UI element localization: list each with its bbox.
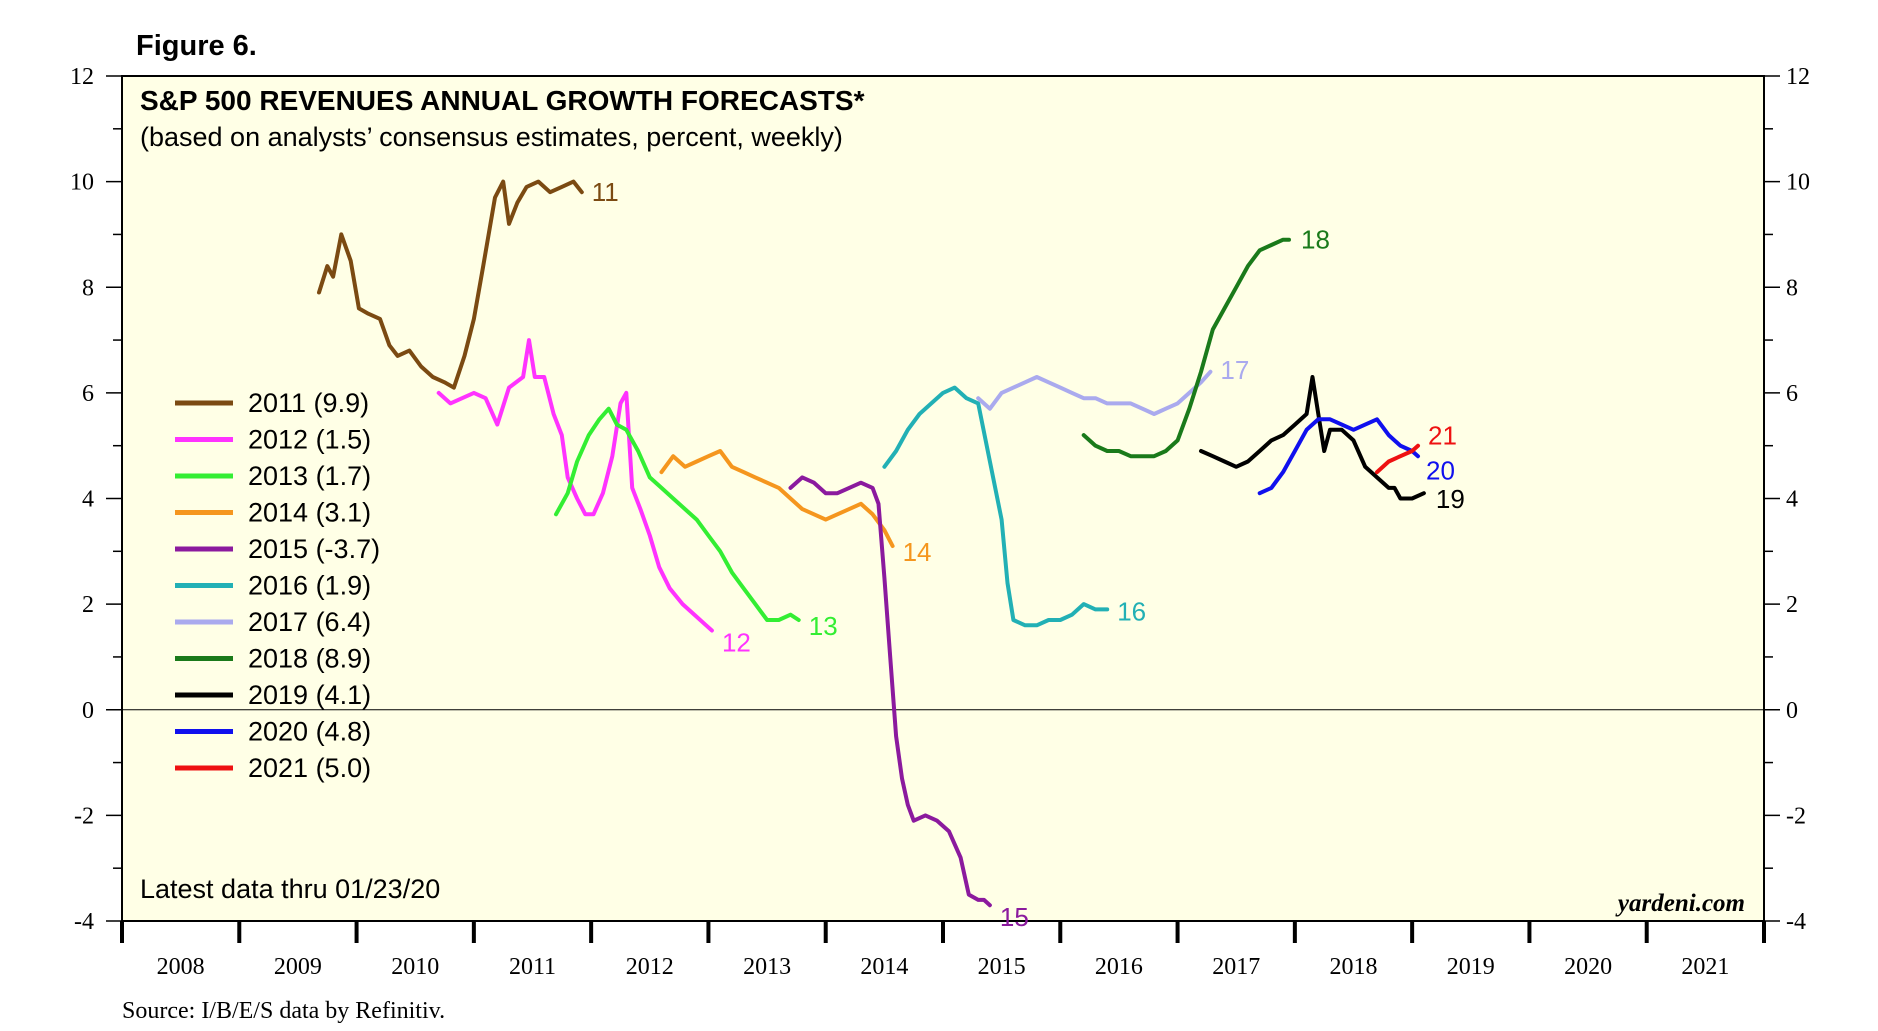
y-tick-label-left: 6 <box>82 381 94 407</box>
x-tick-label: 2014 <box>860 954 908 980</box>
y-tick-label-left: -4 <box>74 909 94 935</box>
series-end-label-21: 21 <box>1428 421 1457 451</box>
x-tick-label: 2008 <box>157 954 205 980</box>
plot-area <box>121 75 1765 922</box>
series-lines <box>317 179 1426 908</box>
legend-label-15: 2015 (-3.7) <box>248 534 380 564</box>
x-tick-label: 2020 <box>1564 954 1612 980</box>
legend-label-19: 2019 (4.1) <box>248 680 371 710</box>
series-line-20 <box>1257 417 1420 496</box>
legend-label-18: 2018 (8.9) <box>248 644 371 674</box>
series-line-12 <box>436 338 714 633</box>
y-tick-label-left: 2 <box>82 592 94 618</box>
y-axis-left: 12 10 8 6 4 2 0 -2 -4 <box>70 64 122 935</box>
series-line-13 <box>554 406 801 622</box>
series-line-14 <box>659 449 895 548</box>
series-line-16 <box>882 385 1110 628</box>
series-end-label-12: 12 <box>722 628 751 658</box>
series-end-label-17: 17 <box>1220 355 1249 385</box>
y-tick-label-right: 8 <box>1786 275 1798 301</box>
x-tick-label: 2021 <box>1681 954 1729 980</box>
series-end-label-15: 15 <box>1000 902 1029 932</box>
y-tick-label-right: -4 <box>1786 909 1806 935</box>
legend-label-16: 2016 (1.9) <box>248 571 371 601</box>
series-line-19 <box>1199 375 1426 501</box>
y-tick-label-left: 8 <box>82 275 94 301</box>
x-tick-label: 2015 <box>978 954 1026 980</box>
series-end-label-14: 14 <box>903 537 932 567</box>
legend: 2011 (9.9) 2012 (1.5) 2013 (1.7) 2014 (3.1)… <box>175 388 380 783</box>
y-tick-label-right: 12 <box>1786 64 1810 90</box>
x-tick-label: 2019 <box>1447 954 1495 980</box>
series-line-17 <box>976 369 1213 416</box>
chart-subtitle: (based on analysts’ consensus estimates,… <box>140 122 843 152</box>
chart-title: S&P 500 REVENUES ANNUAL GROWTH FORECASTS… <box>140 85 865 116</box>
x-tick-label: 2010 <box>391 954 439 980</box>
y-tick-label-right: 10 <box>1786 170 1810 196</box>
legend-label-14: 2014 (3.1) <box>248 498 371 528</box>
x-tick-label: 2018 <box>1330 954 1378 980</box>
legend-label-12: 2012 (1.5) <box>248 425 371 455</box>
x-axis: 2008 2009 2010 2011 2012 2013 2014 2015 2016 2017… <box>120 921 1766 980</box>
series-end-label-11: 11 <box>592 177 619 207</box>
legend-label-11: 2011 (9.9) <box>248 388 369 418</box>
y-tick-label-right: 6 <box>1786 381 1798 407</box>
y-tick-label-right: 4 <box>1786 487 1798 513</box>
series-end-label-20: 20 <box>1426 455 1455 485</box>
source-note: Source: I/B/E/S data by Refinitiv. <box>122 998 445 1024</box>
y-tick-label-left: 4 <box>82 487 94 513</box>
y-tick-label-right: -2 <box>1786 803 1806 829</box>
series-line-18 <box>1081 237 1291 459</box>
x-tick-label: 2017 <box>1212 954 1260 980</box>
yardeni-watermark: yardeni.com <box>1615 890 1745 917</box>
series-line-15 <box>788 475 992 908</box>
series-end-label-19: 19 <box>1436 484 1465 514</box>
legend-label-17: 2017 (6.4) <box>248 607 371 637</box>
series-end-label-16: 16 <box>1117 596 1146 626</box>
y-tick-label-right: 2 <box>1786 592 1798 618</box>
x-tick-label: 2012 <box>626 954 674 980</box>
series-line-11 <box>317 179 584 390</box>
y-axis-right: 12 10 8 6 4 2 0 -2 -4 <box>1764 64 1810 935</box>
y-tick-label-right: 0 <box>1786 698 1798 724</box>
series-end-label-18: 18 <box>1301 225 1330 255</box>
series-line-21 <box>1375 443 1420 475</box>
y-tick-label-left: 12 <box>70 64 94 90</box>
x-tick-label: 2011 <box>509 954 556 980</box>
series-end-label-13: 13 <box>809 611 838 641</box>
y-tick-label-left: 0 <box>82 698 94 724</box>
y-tick-label-left: -2 <box>74 803 94 829</box>
x-tick-label: 2013 <box>743 954 791 980</box>
latest-data-note: Latest data thru 01/23/20 <box>140 874 440 904</box>
x-tick-label: 2016 <box>1095 954 1143 980</box>
legend-label-20: 2020 (4.8) <box>248 717 371 747</box>
x-tick-label: 2009 <box>274 954 322 980</box>
legend-label-21: 2021 (5.0) <box>248 753 371 783</box>
y-tick-label-left: 10 <box>70 170 94 196</box>
legend-label-13: 2013 (1.7) <box>248 461 371 491</box>
figure-label: Figure 6. <box>136 30 257 62</box>
